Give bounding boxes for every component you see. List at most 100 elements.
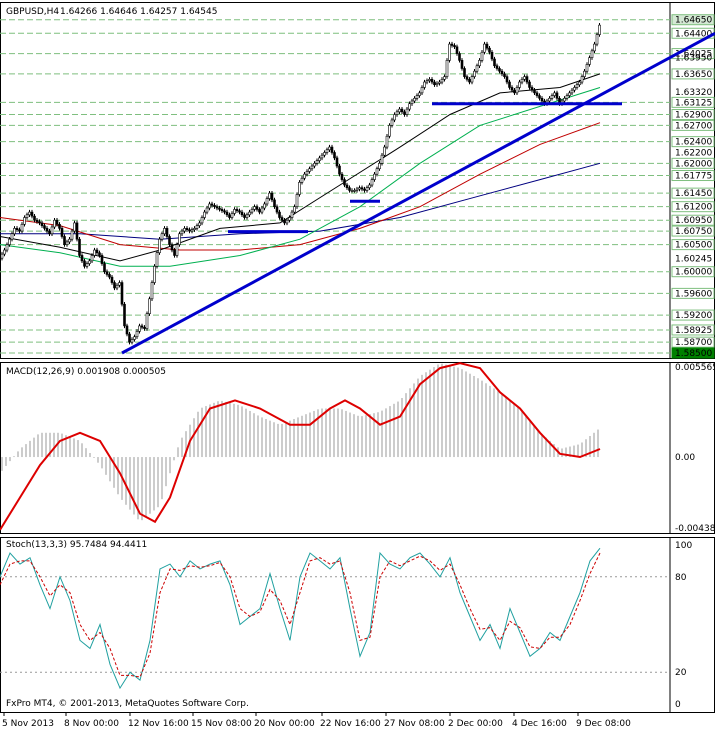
plain-level-label-0: 1.63950 (675, 54, 712, 64)
level-box-14 (671, 239, 715, 251)
candle-body (395, 111, 399, 115)
stoch-tick-3: 0 (675, 700, 681, 710)
candle-body (293, 206, 296, 213)
level-box-9 (671, 170, 715, 182)
candle-body (413, 97, 416, 102)
candle-body (490, 51, 494, 60)
level-label-15: 1.60000 (675, 268, 712, 278)
level-box-13 (671, 225, 715, 237)
macd-tick-1: 0.00 (675, 453, 695, 463)
candle-body (510, 87, 514, 91)
candle-body (270, 192, 274, 201)
candle-body (420, 87, 424, 94)
level-box-10 (671, 187, 715, 199)
candle-body (515, 87, 519, 94)
candle-body (455, 46, 459, 54)
candle-body (475, 65, 479, 72)
level-box-3 (671, 68, 715, 80)
candle-body (335, 157, 339, 167)
candle-body (60, 228, 64, 237)
candle-body (400, 108, 404, 113)
candle-body (310, 165, 314, 170)
candle-body (303, 173, 306, 179)
x-label-0: 5 Nov 2013 (2, 719, 54, 729)
candle-body (343, 179, 346, 186)
candle-body (353, 190, 356, 192)
candle-body (253, 206, 256, 210)
level-label-5: 1.62900 (675, 111, 712, 121)
level-label-19: 1.58700 (675, 338, 712, 348)
candle-body (73, 222, 76, 232)
level-box-4 (671, 96, 715, 108)
candle-body (313, 163, 316, 167)
candle-body (585, 64, 589, 72)
candle-body (210, 203, 214, 206)
macd-signal-line (0, 362, 601, 531)
level-box-7 (671, 136, 715, 148)
candle-body (358, 187, 361, 190)
candle-body (550, 95, 554, 99)
candle-body (43, 225, 46, 229)
candle-body (443, 76, 446, 80)
x-label-4: 20 Nov 00:00 (254, 719, 315, 729)
candle-body (58, 223, 61, 229)
candle-body (445, 60, 449, 77)
copyright-text: FxPro MT4, © 2001-2013, MetaQuotes Softw… (6, 699, 249, 709)
candle-body (430, 79, 434, 83)
trend-line-0 (121, 31, 715, 355)
candle-body (258, 209, 261, 213)
level-label-8: 1.62000 (675, 159, 712, 169)
candle-body (528, 81, 531, 88)
candle-body (555, 92, 559, 99)
candle-body (90, 255, 94, 262)
candle-body (188, 229, 191, 232)
candle-body (433, 81, 436, 86)
x-label-1: 8 Nov 00:00 (64, 719, 119, 729)
level-box-16 (671, 287, 715, 299)
level-box-5 (671, 109, 715, 121)
candle-body (243, 214, 246, 218)
candle-body (63, 236, 66, 245)
candle-body (305, 171, 309, 175)
candle-body (588, 57, 591, 65)
level-box-18 (671, 324, 715, 336)
candle-body (435, 83, 439, 86)
level-label-6: 1.62700 (675, 121, 712, 131)
candle-body (153, 265, 156, 283)
candle-body (590, 50, 594, 58)
candle-body (548, 97, 551, 102)
candle-body (498, 68, 501, 72)
candle-body (428, 79, 431, 81)
candle-body (100, 255, 104, 264)
candle-body (168, 236, 171, 245)
level-box-11 (671, 201, 715, 213)
candle-body (198, 222, 201, 226)
level-label-12: 1.60950 (675, 216, 712, 226)
candle-body (220, 209, 224, 212)
level-label-1: 1.64400 (675, 29, 712, 39)
candle-body (10, 233, 14, 240)
level-label-17: 1.59200 (675, 311, 712, 321)
candle-body (370, 179, 374, 186)
price-ohlc: 1.64266 1.64646 1.64257 1.64545 (60, 7, 217, 17)
candle-body (40, 222, 44, 226)
candle-body (423, 81, 426, 88)
candle-body (48, 230, 51, 235)
candle-body (23, 217, 26, 225)
candle-body (105, 271, 109, 275)
candle-body (315, 160, 319, 164)
candle-body (380, 154, 384, 164)
candle-body (290, 211, 294, 218)
candle-body (360, 187, 364, 190)
candle-body (318, 157, 321, 161)
stoch-tick-2: 20 (675, 668, 687, 678)
candle-body (575, 84, 579, 88)
candle-body (283, 219, 286, 224)
candle-body (580, 76, 584, 83)
level-label-10: 1.61450 (675, 189, 712, 199)
candle-body (205, 207, 209, 213)
candle-body (530, 87, 534, 91)
x-label-3: 15 Nov 08:00 (191, 719, 252, 729)
candle-body (568, 92, 571, 96)
stoch-pane: 100 80 20 0 (0, 537, 715, 713)
